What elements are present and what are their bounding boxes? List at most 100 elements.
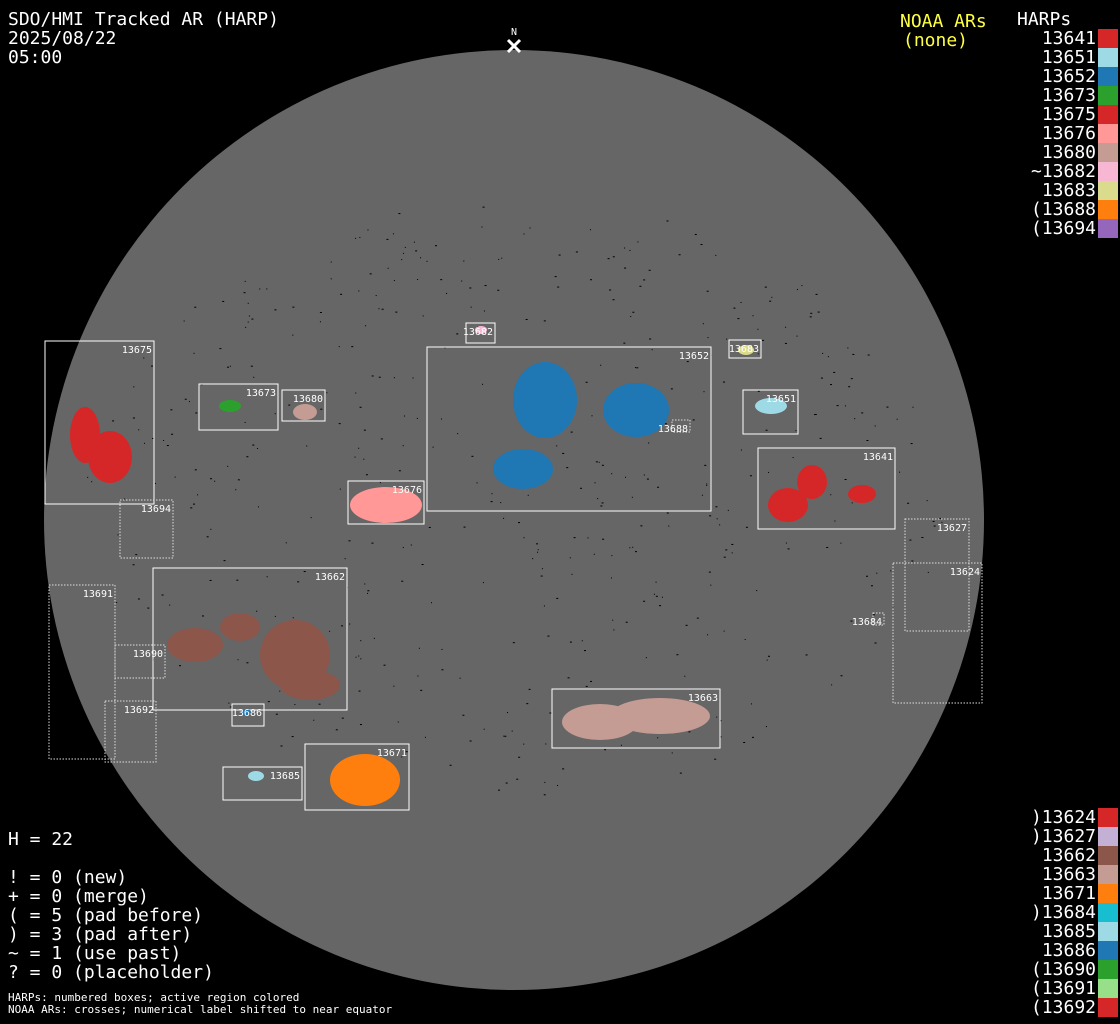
magnetic-speck bbox=[541, 568, 543, 570]
magnetic-speck bbox=[251, 318, 254, 320]
magnetic-speck bbox=[351, 346, 354, 348]
magnetic-speck bbox=[756, 590, 758, 592]
magnetic-speck bbox=[870, 585, 873, 587]
magnetic-speck bbox=[463, 526, 466, 528]
harp-region-13641[interactable]: 13641 bbox=[757, 447, 896, 530]
legend-item: 13680 bbox=[1041, 142, 1096, 163]
magnetic-speck bbox=[504, 735, 507, 737]
north-marker-icon bbox=[506, 38, 522, 54]
magnetic-speck bbox=[355, 237, 357, 239]
magnetic-speck bbox=[501, 257, 503, 259]
magnetic-speck bbox=[558, 254, 561, 256]
legend-swatch bbox=[1098, 200, 1118, 219]
magnetic-speck bbox=[657, 486, 660, 488]
harp-region-13662[interactable]: 13662 bbox=[152, 567, 348, 711]
magnetic-speck bbox=[820, 377, 823, 379]
harp-region-13680[interactable]: 13680 bbox=[281, 389, 326, 422]
harp-box bbox=[104, 700, 157, 763]
magnetic-speck bbox=[223, 560, 226, 562]
harp-region-13663[interactable]: 13663 bbox=[551, 688, 721, 749]
harp-region-13627[interactable]: 13627 bbox=[904, 518, 970, 632]
magnetic-speck bbox=[359, 236, 361, 238]
magnetic-speck bbox=[379, 482, 381, 484]
magnetic-speck bbox=[926, 500, 928, 502]
magnetic-speck bbox=[497, 289, 500, 291]
harp-box bbox=[222, 766, 303, 801]
magnetic-speck bbox=[547, 635, 550, 637]
magnetic-speck bbox=[280, 745, 283, 747]
magnetic-speck bbox=[500, 502, 502, 504]
harp-region-13676[interactable]: 13676 bbox=[347, 480, 425, 525]
magnetic-speck bbox=[193, 503, 196, 505]
magnetic-speck bbox=[419, 490, 421, 492]
magnetic-speck bbox=[413, 241, 415, 243]
magnetic-speck bbox=[815, 293, 818, 295]
magnetic-speck bbox=[745, 526, 748, 528]
active-region-patch bbox=[220, 613, 260, 641]
magnetic-speck bbox=[365, 325, 367, 327]
legend-swatch bbox=[1098, 884, 1118, 903]
magnetic-speck bbox=[850, 378, 853, 380]
magnetic-speck bbox=[253, 376, 255, 378]
harp-region-13624[interactable]: 13624 bbox=[892, 562, 983, 704]
harp-region-13692[interactable]: 13692 bbox=[104, 700, 157, 763]
harp-region-13688[interactable]: 13688 bbox=[658, 419, 691, 435]
magnetic-speck bbox=[715, 506, 718, 508]
harp-region-13694[interactable]: 13694 bbox=[119, 499, 174, 559]
magnetic-speck bbox=[562, 768, 565, 770]
harp-region-13685[interactable]: 13685 bbox=[222, 766, 303, 801]
magnetic-speck bbox=[573, 537, 576, 539]
magnetic-speck bbox=[629, 547, 631, 549]
magnetic-speck bbox=[274, 309, 277, 311]
active-region-patch bbox=[280, 670, 340, 700]
harp-box bbox=[44, 340, 155, 505]
magnetic-speck bbox=[421, 564, 424, 566]
harp-region-13671[interactable]: 13671 bbox=[304, 743, 410, 811]
magnetic-speck bbox=[470, 306, 472, 308]
magnetic-speck bbox=[371, 375, 374, 377]
magnetic-speck bbox=[840, 675, 843, 677]
harp-region-13682[interactable]: 13682 bbox=[463, 322, 496, 344]
magnetic-speck bbox=[537, 549, 539, 551]
harp-box-label: 13686 bbox=[232, 708, 262, 719]
magnetic-speck bbox=[247, 302, 249, 304]
harp-box-label: 13685 bbox=[270, 771, 300, 782]
active-region-patch bbox=[475, 326, 487, 334]
magnetic-speck bbox=[703, 391, 705, 393]
magnetic-speck bbox=[151, 365, 154, 367]
harp-region-13684[interactable]: 13684 bbox=[852, 612, 885, 628]
harp-region-13651[interactable]: 13651 bbox=[742, 389, 799, 435]
magnetic-speck bbox=[523, 537, 525, 539]
magnetic-speck bbox=[624, 247, 626, 249]
magnetic-speck bbox=[403, 252, 405, 254]
magnetic-speck bbox=[310, 517, 312, 519]
magnetic-speck bbox=[896, 418, 898, 420]
magnetic-speck bbox=[580, 487, 583, 489]
magnetic-speck bbox=[648, 442, 650, 444]
harp-region-13690[interactable]: 13690 bbox=[114, 644, 166, 679]
magnetic-speck bbox=[757, 328, 759, 330]
legend-item: 13641 bbox=[1041, 28, 1096, 49]
magnetic-speck bbox=[505, 782, 508, 784]
magnetic-speck bbox=[601, 502, 604, 504]
noaa-title: NOAA ARs bbox=[900, 11, 987, 32]
harp-region-13675[interactable]: 13675 bbox=[44, 340, 155, 505]
magnetic-speck bbox=[543, 605, 545, 607]
harp-region-13683[interactable]: 13683 bbox=[728, 339, 762, 359]
harp-region-13686[interactable]: 13686 bbox=[231, 703, 265, 727]
magnetic-speck bbox=[584, 650, 587, 652]
magnetic-speck bbox=[358, 447, 360, 449]
harp-region-13673[interactable]: 13673 bbox=[198, 383, 279, 431]
magnetic-speck bbox=[152, 437, 155, 439]
magnetic-speck bbox=[670, 388, 673, 390]
legend-swatch bbox=[1098, 960, 1118, 979]
magnetic-speck bbox=[143, 357, 145, 359]
magnetic-speck bbox=[171, 433, 174, 435]
magnetic-speck bbox=[484, 310, 486, 312]
magnetic-speck bbox=[516, 778, 519, 780]
status-count-line: ~ = 1 (use past) bbox=[8, 943, 182, 964]
magnetic-speck bbox=[446, 292, 448, 294]
magnetic-speck bbox=[194, 306, 197, 308]
magnetic-speck bbox=[482, 383, 484, 385]
harp-region-13652[interactable]: 13652 bbox=[426, 346, 712, 512]
